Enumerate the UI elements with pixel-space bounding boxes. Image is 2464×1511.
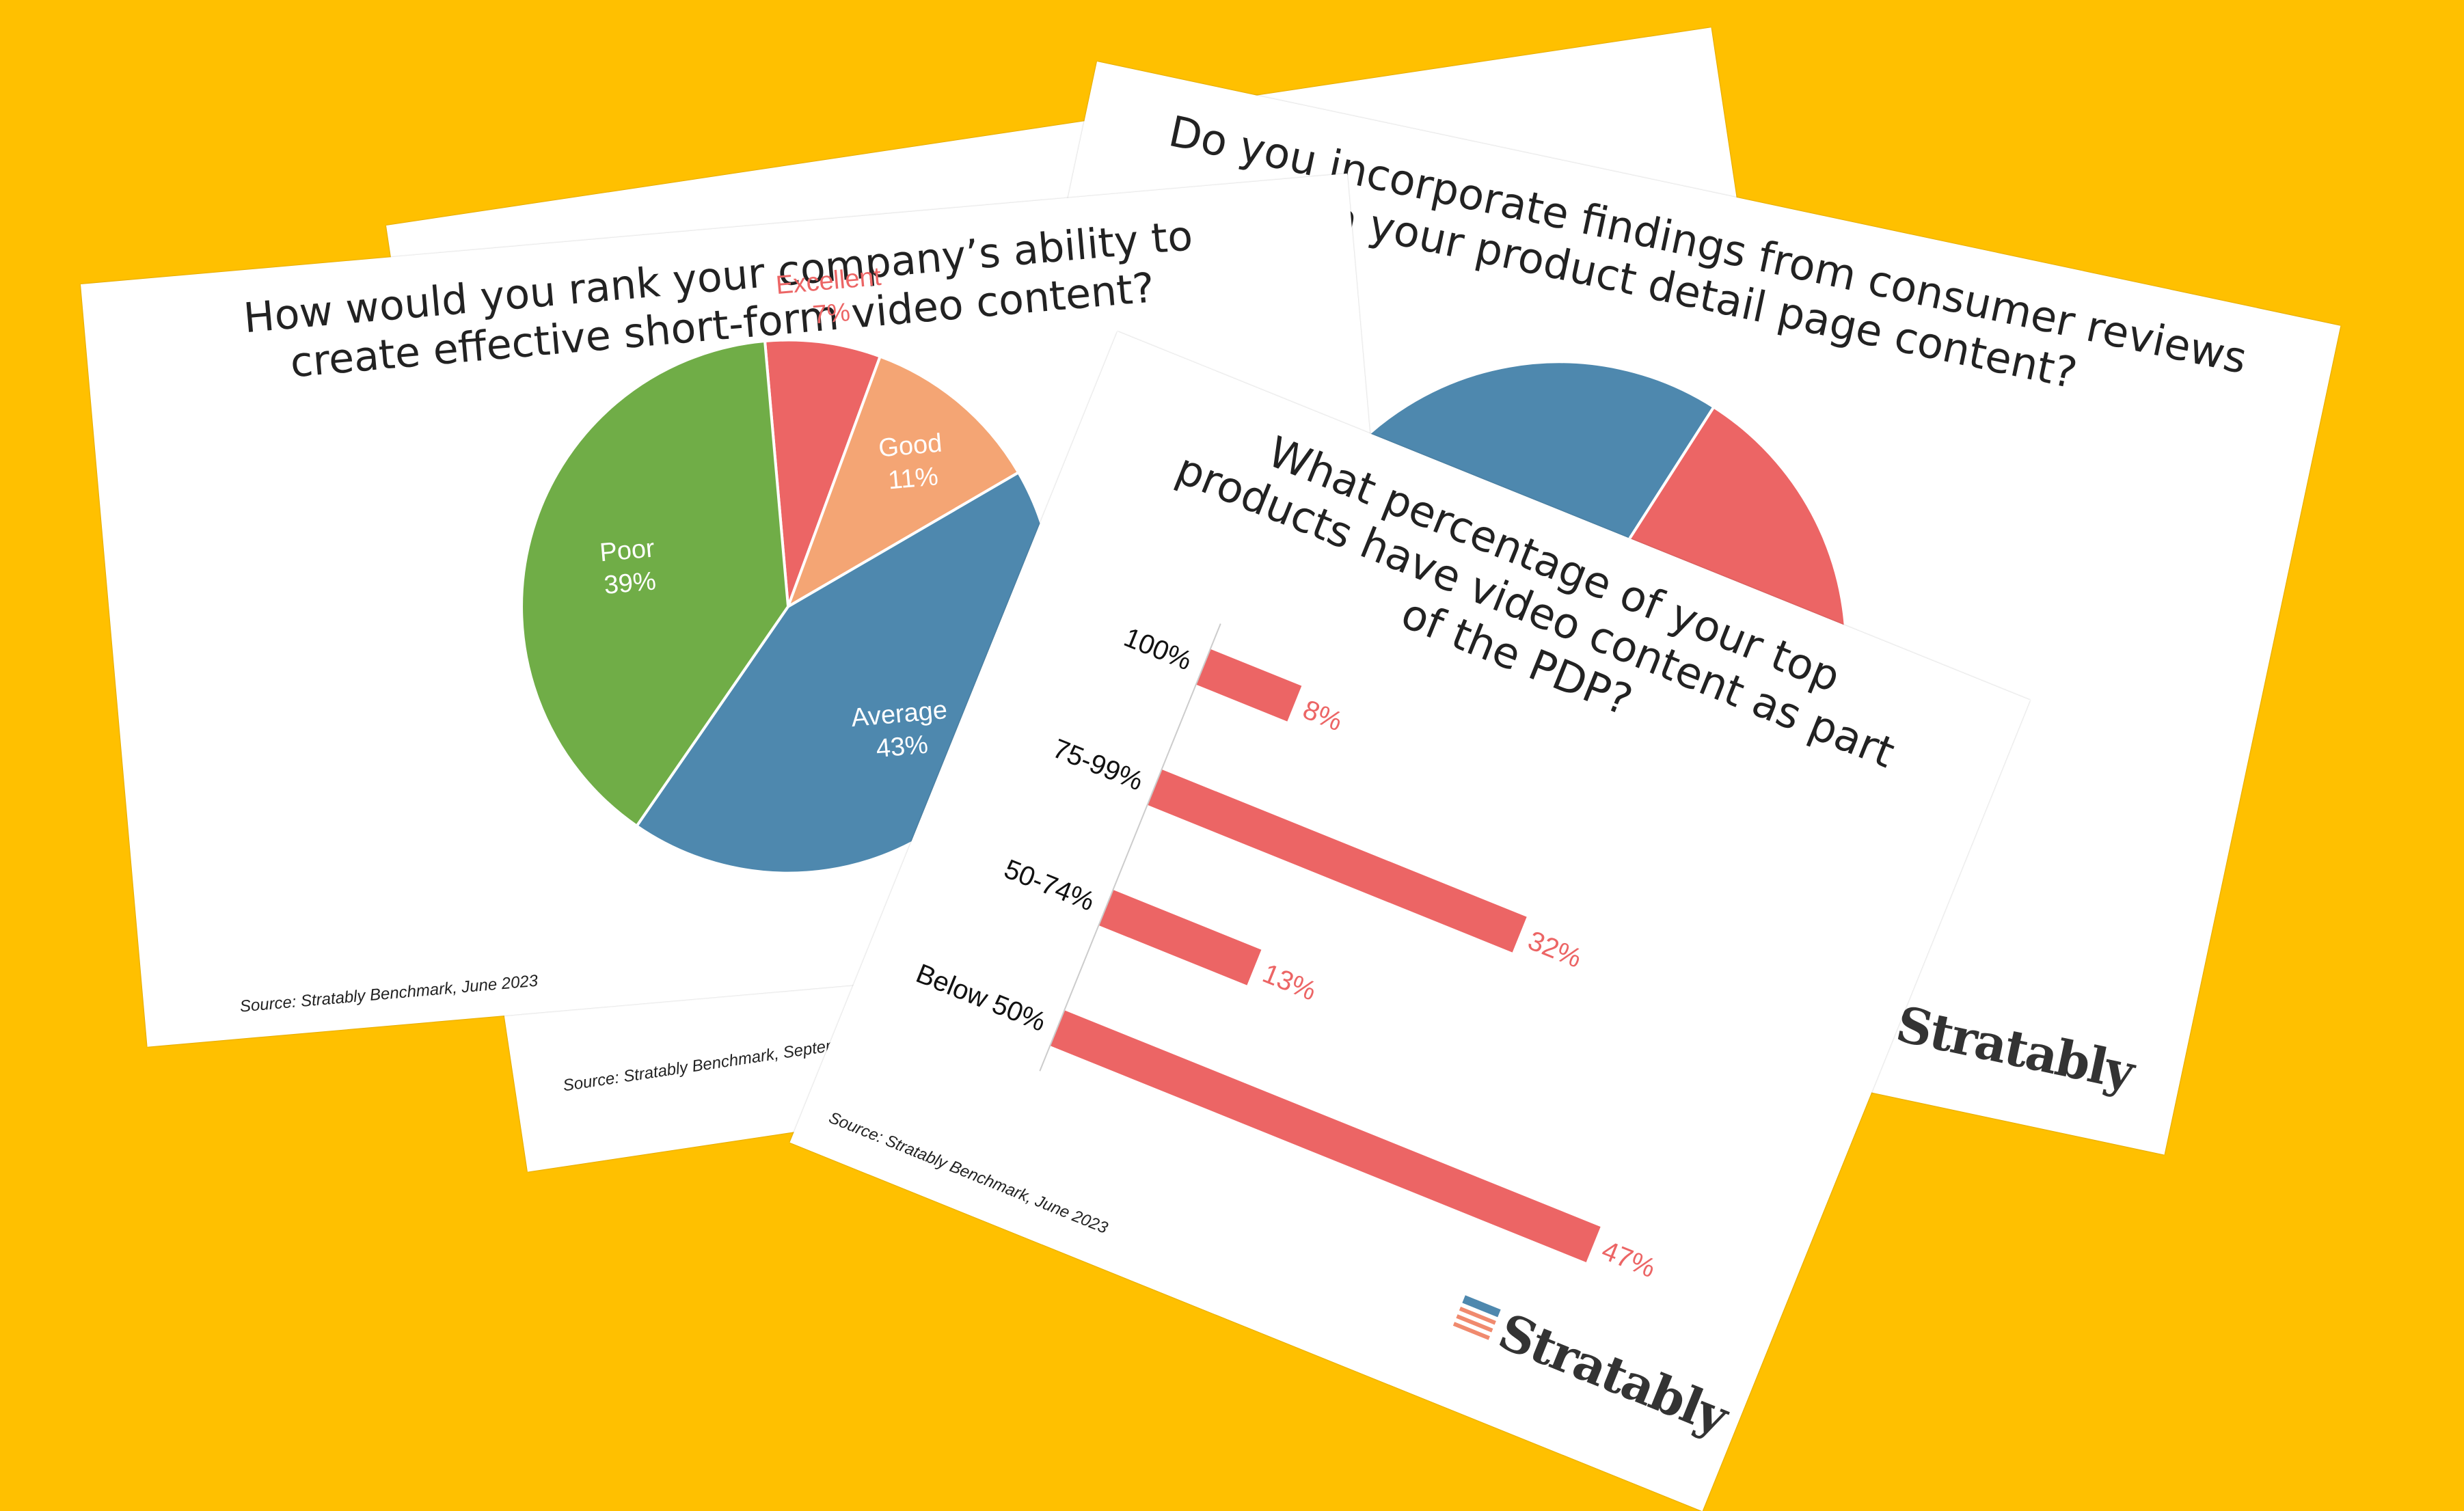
pdp-bar-chart: 100% 8% 75-99% 32% 50-74% 13% Below 50% 47%: [912, 622, 1660, 1284]
stacked-bars-logo-icon: [1452, 1294, 1501, 1340]
bar-value-label: 13%: [1258, 958, 1321, 1007]
bar-1: [1147, 769, 1527, 953]
bar-category-label: 50-74%: [1000, 854, 1098, 916]
bar-category-label: 100%: [1120, 622, 1195, 676]
bar-value-label: 32%: [1524, 925, 1586, 974]
pie-category-label: Good: [878, 429, 943, 463]
bar-axis-line: [1039, 623, 1221, 1072]
bar-category-label: Below 50%: [912, 958, 1050, 1037]
stratably-logo: Stratably: [1448, 1285, 1735, 1445]
pie-category-label: Excellent: [775, 262, 883, 300]
bar-value-label: 47%: [1597, 1236, 1660, 1284]
slide-pdp: What percentage of your top products hav…: [789, 331, 2031, 1511]
bar-2: [1098, 890, 1262, 985]
pie-value-label: 43%: [875, 731, 929, 763]
pie-category-label: Poor: [599, 534, 656, 567]
pie-value-label: 11%: [887, 462, 940, 495]
bar-0: [1195, 649, 1302, 722]
pie-slice-excellent: [763, 338, 882, 608]
bar-value-label: 8%: [1299, 694, 1346, 737]
pie-slice-good: [785, 355, 1020, 610]
bar-category-label: 75-99%: [1048, 733, 1147, 796]
bar-3: [1050, 1010, 1601, 1263]
pie-value-label: 39%: [603, 567, 657, 599]
pie-slice-poor: [520, 339, 790, 828]
pie-value-label: 7%: [811, 298, 851, 330]
